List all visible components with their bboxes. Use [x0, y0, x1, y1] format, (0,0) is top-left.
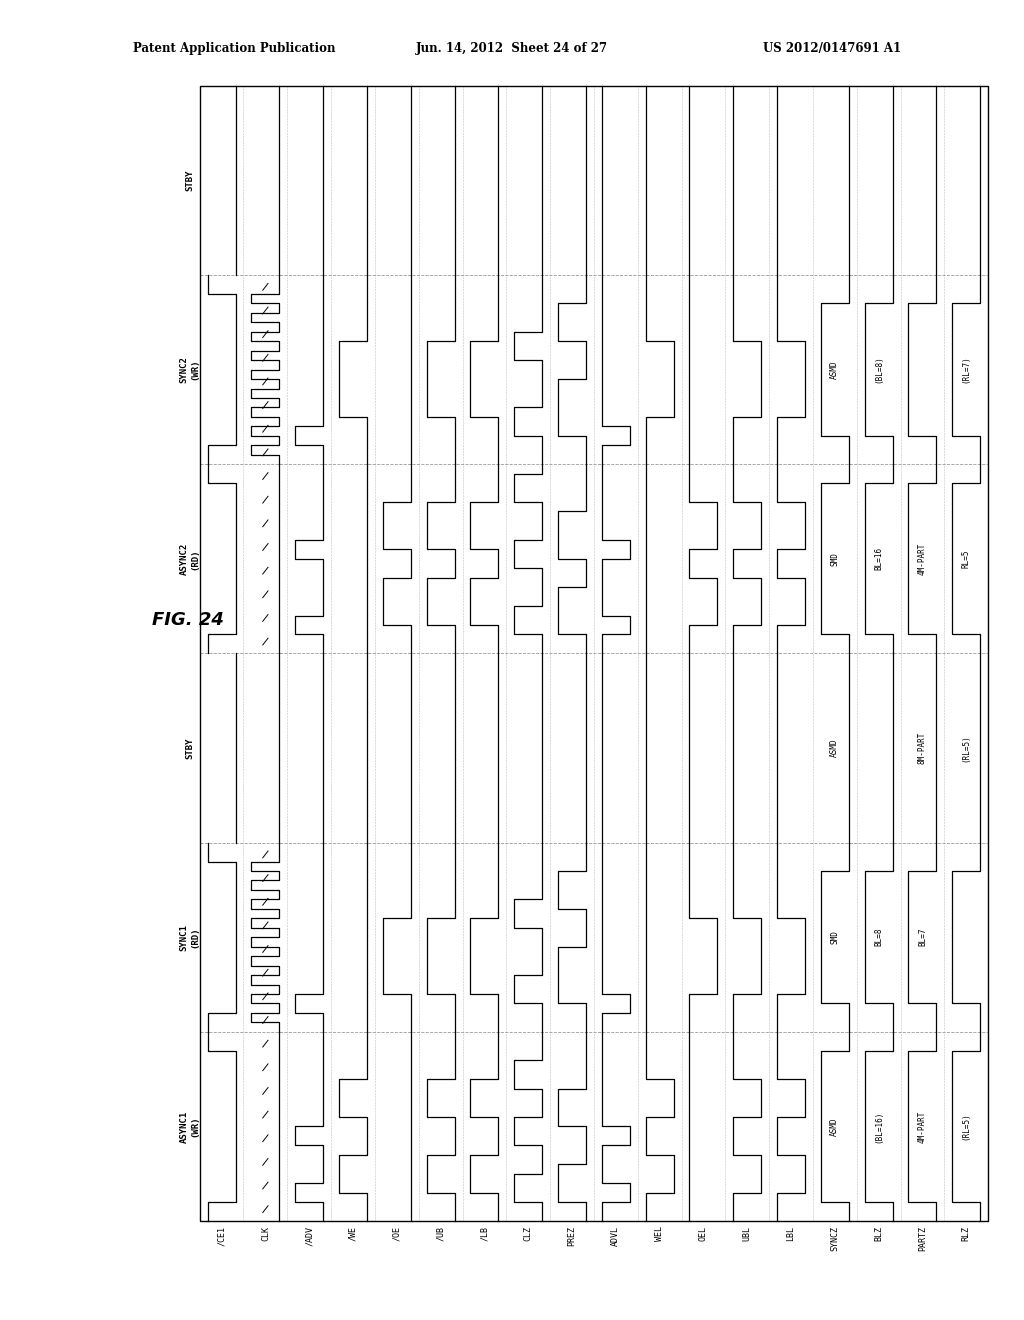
Text: PREZ: PREZ: [567, 1226, 577, 1246]
Text: LBL: LBL: [786, 1226, 796, 1241]
Text: 4M-PART: 4M-PART: [918, 1110, 927, 1143]
Text: PARTZ: PARTZ: [918, 1226, 927, 1251]
Text: 4M-PART: 4M-PART: [918, 543, 927, 576]
Text: STBY: STBY: [185, 170, 194, 191]
Text: ADVL: ADVL: [611, 1226, 621, 1246]
Text: BL=7: BL=7: [918, 928, 927, 946]
Text: RL=5: RL=5: [962, 549, 971, 568]
Text: SMD: SMD: [830, 931, 840, 944]
Text: /OE: /OE: [392, 1226, 401, 1241]
Text: (RL=7): (RL=7): [962, 355, 971, 384]
Text: SYNCZ: SYNCZ: [830, 1226, 840, 1251]
Text: ASYNC1
(WR): ASYNC1 (WR): [180, 1110, 199, 1143]
Text: SYNC1
(RD): SYNC1 (RD): [180, 924, 199, 950]
Text: /ADV: /ADV: [305, 1226, 313, 1246]
Text: SMD: SMD: [830, 552, 840, 566]
Text: US 2012/0147691 A1: US 2012/0147691 A1: [763, 42, 901, 55]
Text: 8M-PART: 8M-PART: [918, 731, 927, 764]
Text: /UB: /UB: [436, 1226, 445, 1241]
Text: UBL: UBL: [742, 1226, 752, 1241]
Bar: [200, 86, 988, 1221]
Text: BLZ: BLZ: [874, 1226, 883, 1241]
Text: /CE1: /CE1: [217, 1226, 226, 1246]
Text: CLZ: CLZ: [523, 1226, 532, 1241]
Text: BL=16: BL=16: [874, 548, 883, 570]
Text: (BL=8): (BL=8): [874, 355, 883, 384]
Text: ASMD: ASMD: [830, 360, 840, 379]
Text: STBY: STBY: [185, 738, 194, 759]
Text: Jun. 14, 2012  Sheet 24 of 27: Jun. 14, 2012 Sheet 24 of 27: [416, 42, 608, 55]
Text: BL=8: BL=8: [874, 928, 883, 946]
Text: SYNC2
(WR): SYNC2 (WR): [180, 356, 199, 383]
Text: (BL=16): (BL=16): [874, 1110, 883, 1143]
Text: (RL=5): (RL=5): [962, 734, 971, 762]
Text: RLZ: RLZ: [962, 1226, 971, 1241]
Text: FIG. 24: FIG. 24: [152, 611, 223, 630]
Text: WEL: WEL: [655, 1226, 665, 1241]
Text: (RL=5): (RL=5): [962, 1113, 971, 1140]
Text: /WE: /WE: [348, 1226, 357, 1241]
Text: ASYNC2
(RD): ASYNC2 (RD): [180, 543, 199, 576]
Text: CLK: CLK: [261, 1226, 270, 1241]
Text: OEL: OEL: [699, 1226, 708, 1241]
Text: ASMD: ASMD: [830, 1117, 840, 1135]
Text: Patent Application Publication: Patent Application Publication: [133, 42, 336, 55]
Text: /LB: /LB: [480, 1226, 488, 1241]
Text: ASMD: ASMD: [830, 739, 840, 758]
